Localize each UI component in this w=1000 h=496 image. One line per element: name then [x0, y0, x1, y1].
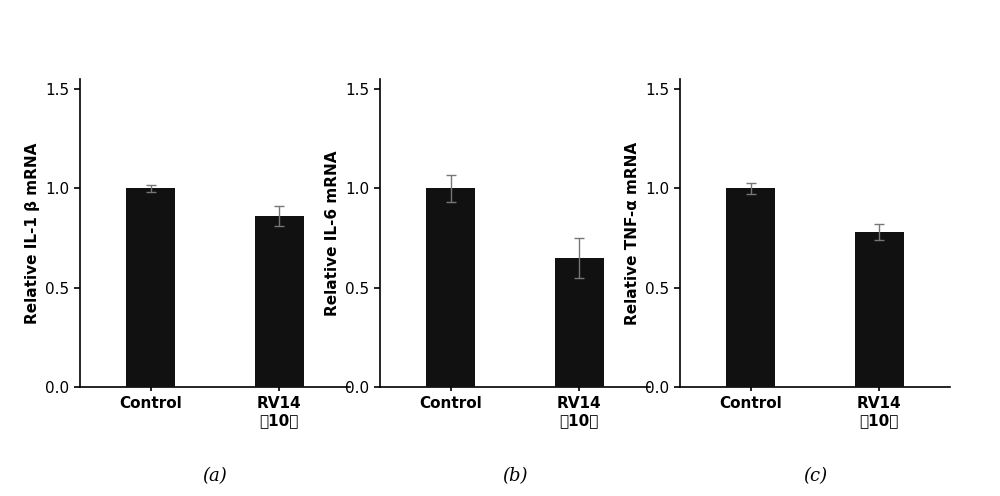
- Text: (a): (a): [203, 467, 227, 485]
- Bar: [855, 232, 904, 387]
- Y-axis label: Relative IL-1 β mRNA: Relative IL-1 β mRNA: [25, 142, 40, 324]
- Text: (c): (c): [803, 467, 827, 485]
- Y-axis label: Relative TNF-α mRNA: Relative TNF-α mRNA: [625, 141, 640, 325]
- Bar: [726, 188, 775, 387]
- Bar: [126, 188, 175, 387]
- Bar: [255, 216, 304, 387]
- Text: (b): (b): [502, 467, 528, 485]
- Bar: [426, 188, 475, 387]
- Bar: [555, 258, 604, 387]
- Y-axis label: Relative IL-6 mRNA: Relative IL-6 mRNA: [325, 150, 340, 316]
